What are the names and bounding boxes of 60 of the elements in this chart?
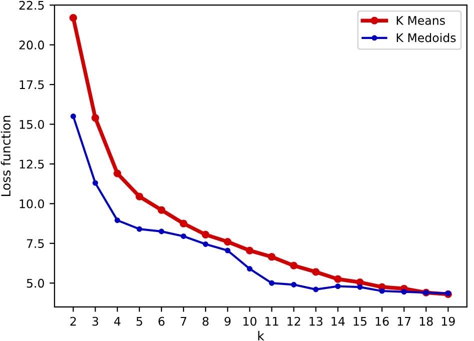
point xyxy=(224,248,230,254)
x-tick-label: 7 xyxy=(180,316,186,326)
x-tick-label: 4 xyxy=(114,316,120,326)
x-tick-label: 19 xyxy=(442,316,455,326)
x-tick-label: 18 xyxy=(420,316,433,326)
point xyxy=(401,289,407,295)
y-tick-label: 20.0 xyxy=(19,40,44,50)
point xyxy=(357,284,363,290)
point xyxy=(158,206,166,214)
y-tick-label: 22.5 xyxy=(19,0,44,10)
point xyxy=(136,226,142,232)
point xyxy=(379,288,385,294)
point xyxy=(69,14,78,22)
point xyxy=(136,192,144,200)
x-tick-label: 13 xyxy=(310,316,322,326)
x-tick-label: 16 xyxy=(376,316,389,326)
legend-label: K Medoids xyxy=(396,33,456,42)
point xyxy=(202,230,210,238)
legend-label: K Means xyxy=(396,16,445,25)
x-tick-label: 3 xyxy=(92,316,98,326)
y-tick-label: 10.0 xyxy=(20,199,44,208)
y-tick-label: 12.5 xyxy=(20,160,44,169)
point xyxy=(290,262,298,270)
point xyxy=(114,170,122,178)
point xyxy=(180,220,188,228)
point xyxy=(334,275,342,283)
point xyxy=(291,282,297,288)
x-tick-label: 2 xyxy=(70,316,76,326)
point xyxy=(70,114,76,120)
x-tick-label: 9 xyxy=(224,316,231,326)
point xyxy=(92,180,98,186)
y-tick-label: 17.5 xyxy=(20,80,44,90)
point xyxy=(313,286,319,292)
x-tick-label: 5 xyxy=(136,316,142,326)
x-tick-label: 6 xyxy=(158,316,164,326)
x-tick-label: 15 xyxy=(354,316,366,326)
y-tick-label: 15.0 xyxy=(20,120,44,129)
y-tick-label: 5.0 xyxy=(26,278,44,288)
x-tick-label: 11 xyxy=(266,316,278,326)
point xyxy=(114,218,120,224)
point xyxy=(246,246,254,254)
point xyxy=(268,280,275,286)
point xyxy=(312,268,320,276)
point xyxy=(180,233,186,239)
x-tick-label: 14 xyxy=(332,316,345,326)
y-tick-label: 7.5 xyxy=(26,239,44,248)
x-axis-title: k xyxy=(258,330,264,340)
y-axis-title: Loss function xyxy=(0,116,11,196)
x-tick-label: 17 xyxy=(398,316,411,326)
x-tick-label: 10 xyxy=(243,316,256,326)
point xyxy=(224,238,232,246)
point xyxy=(335,283,341,290)
point xyxy=(158,228,164,234)
point xyxy=(246,266,252,272)
x-tick-label: 8 xyxy=(202,316,209,326)
point xyxy=(268,253,276,261)
x-tick-label: 12 xyxy=(288,316,300,326)
point xyxy=(356,278,364,286)
point xyxy=(91,114,100,122)
point xyxy=(202,241,208,247)
